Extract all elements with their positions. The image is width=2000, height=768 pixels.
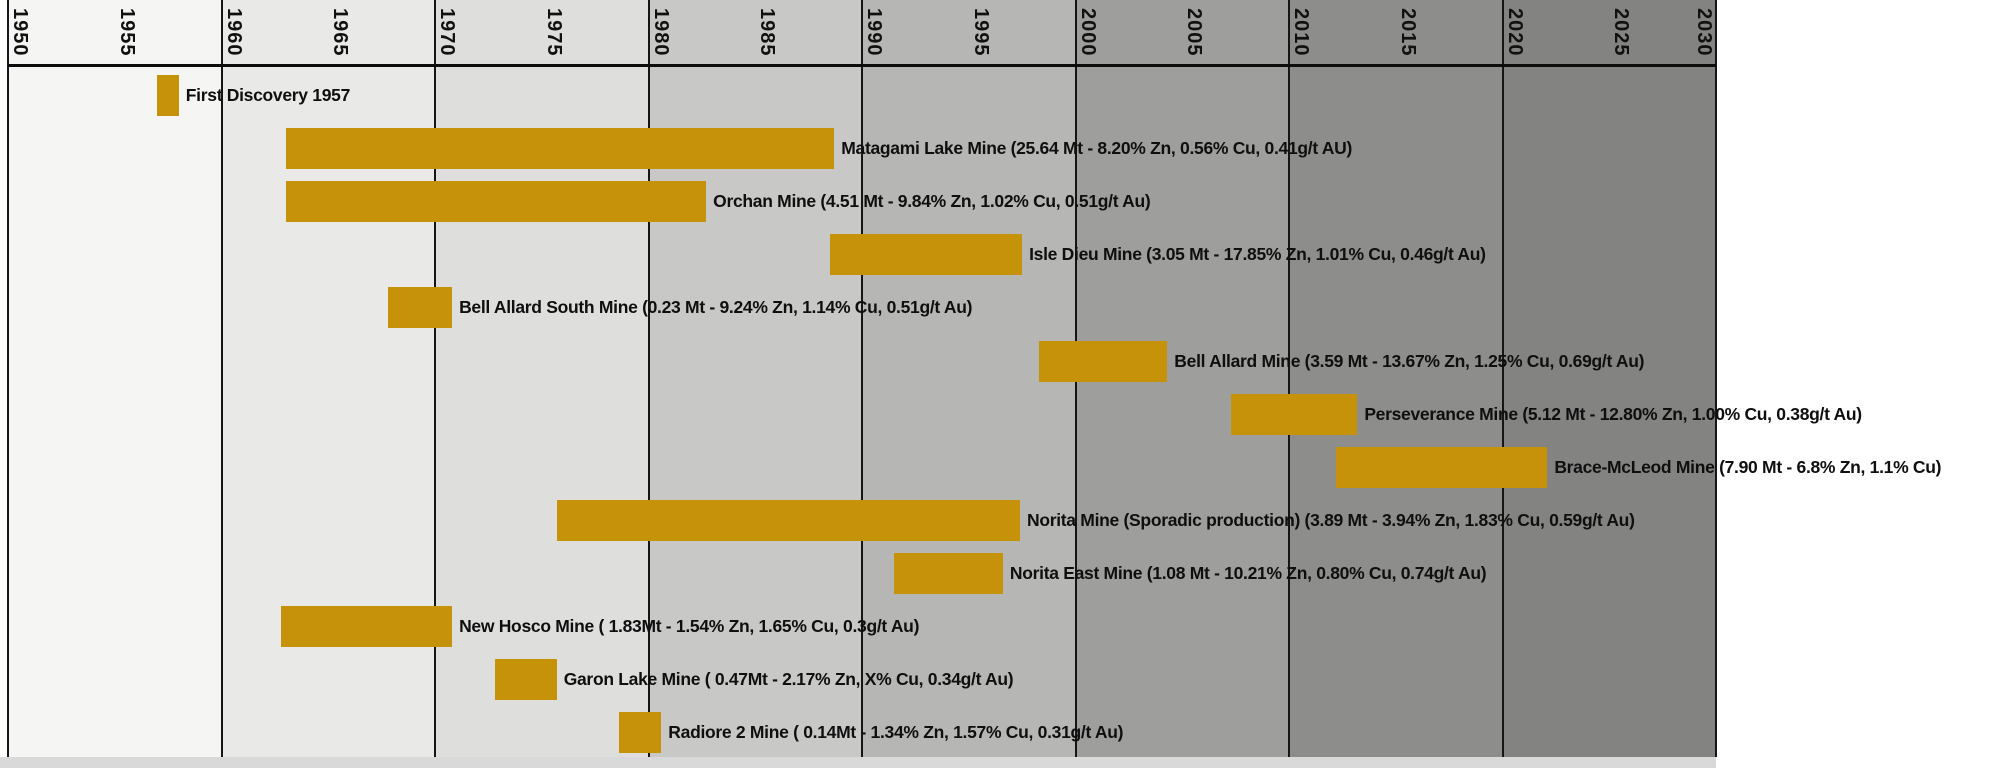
gantt-bar-label-bell-allard-south-mine: Bell Allard South Mine (0.23 Mt - 9.24% … [459, 297, 973, 318]
year-tick-label-2025: 2025 [1610, 8, 1633, 57]
gantt-bar-perseverance-mine [1231, 393, 1358, 435]
gantt-bar-label-isle-dieu-mine: Isle Dieu Mine (3.05 Mt - 17.85% Zn, 1.0… [1029, 244, 1486, 265]
gridline-1950 [7, 0, 9, 757]
decade-band-2020 [1502, 0, 1716, 757]
gantt-bar-orchan-mine [285, 181, 707, 223]
bottom-margin-strip [0, 757, 1716, 768]
year-tick-label-1970: 1970 [436, 8, 458, 57]
year-tick-label-1975: 1975 [542, 8, 565, 57]
decade-band-2010 [1289, 0, 1503, 757]
gantt-bar-label-radiore-2-mine: Radiore 2 Mine ( 0.14Mt - 1.34% Zn, 1.57… [668, 722, 1124, 743]
decade-band-1950 [8, 0, 222, 757]
decade-band-1970 [435, 0, 649, 757]
year-tick-label-1990: 1990 [863, 8, 885, 57]
gantt-bar-new-hosco-mine [281, 606, 453, 647]
year-tick-label-1985: 1985 [756, 8, 779, 57]
gantt-bar-label-matagami-lake-mine: Matagami Lake Mine (25.64 Mt - 8.20% Zn,… [841, 138, 1353, 159]
gantt-bar-norita-mine [556, 499, 1020, 541]
gridline-1990 [861, 0, 863, 757]
gridline-2010 [1288, 0, 1290, 757]
year-tick-label-1980: 1980 [649, 8, 672, 57]
gantt-bar-isle-dieu-mine [829, 234, 1023, 276]
gantt-bar-norita-east-mine [894, 552, 1003, 594]
gantt-bar-brace-mcleod-mine [1335, 446, 1548, 488]
gantt-bar-label-garon-lake-mine: Garon Lake Mine ( 0.47Mt - 2.17% Zn, X% … [563, 669, 1014, 690]
gridline-1980 [647, 0, 650, 757]
year-tick-label-1960: 1960 [222, 8, 245, 57]
gridline-2020 [1501, 0, 1504, 757]
gantt-bar-label-new-hosco-mine: New Hosco Mine ( 1.83Mt - 1.54% Zn, 1.65… [459, 616, 920, 636]
year-tick-label-1995: 1995 [969, 8, 992, 57]
gantt-bar-label-orchan-mine: Orchan Mine (4.51 Mt - 9.84% Zn, 1.02% C… [713, 191, 1151, 212]
gantt-bar-bell-allard-south-mine [388, 287, 453, 329]
gantt-bar-label-first-discovery: First Discovery 1957 [185, 85, 351, 105]
x-axis-line [8, 64, 1716, 67]
gantt-bar-bell-allard-mine [1039, 340, 1168, 382]
gantt-bar-label-perseverance-mine: Perseverance Mine (5.12 Mt - 12.80% Zn, … [1364, 403, 1862, 424]
gridline-1960 [220, 0, 223, 757]
gridline-2030 [1715, 0, 1717, 757]
gantt-bar-label-bell-allard-mine: Bell Allard Mine (3.59 Mt - 13.67% Zn, 1… [1174, 350, 1645, 371]
gantt-bar-matagami-lake-mine [285, 128, 835, 170]
gantt-bar-first-discovery [157, 75, 179, 116]
year-tick-label-2005: 2005 [1183, 8, 1206, 57]
gantt-bar-label-norita-mine: Norita Mine (Sporadic production) (3.89 … [1026, 509, 1635, 530]
year-tick-label-1965: 1965 [329, 8, 352, 57]
year-tick-label-1950: 1950 [9, 8, 31, 57]
year-tick-label-2020: 2020 [1503, 8, 1526, 57]
year-tick-label-2015: 2015 [1396, 8, 1419, 57]
year-tick-label-2000: 2000 [1076, 8, 1099, 57]
year-tick-label-1955: 1955 [115, 8, 138, 57]
gantt-bar-radiore-2-mine [618, 712, 662, 754]
gridline-1970 [434, 0, 436, 757]
gantt-bar-label-norita-east-mine: Norita East Mine (1.08 Mt - 10.21% Zn, 0… [1009, 562, 1487, 583]
gantt-bar-garon-lake-mine [494, 659, 557, 701]
year-tick-label-2010: 2010 [1290, 8, 1312, 57]
decade-band-1980 [648, 0, 862, 757]
year-tick-label-2030: 2030 [1693, 8, 1715, 57]
gantt-bar-label-brace-mcleod-mine: Brace-McLeod Mine (7.90 Mt - 6.8% Zn, 1.… [1554, 456, 1942, 477]
